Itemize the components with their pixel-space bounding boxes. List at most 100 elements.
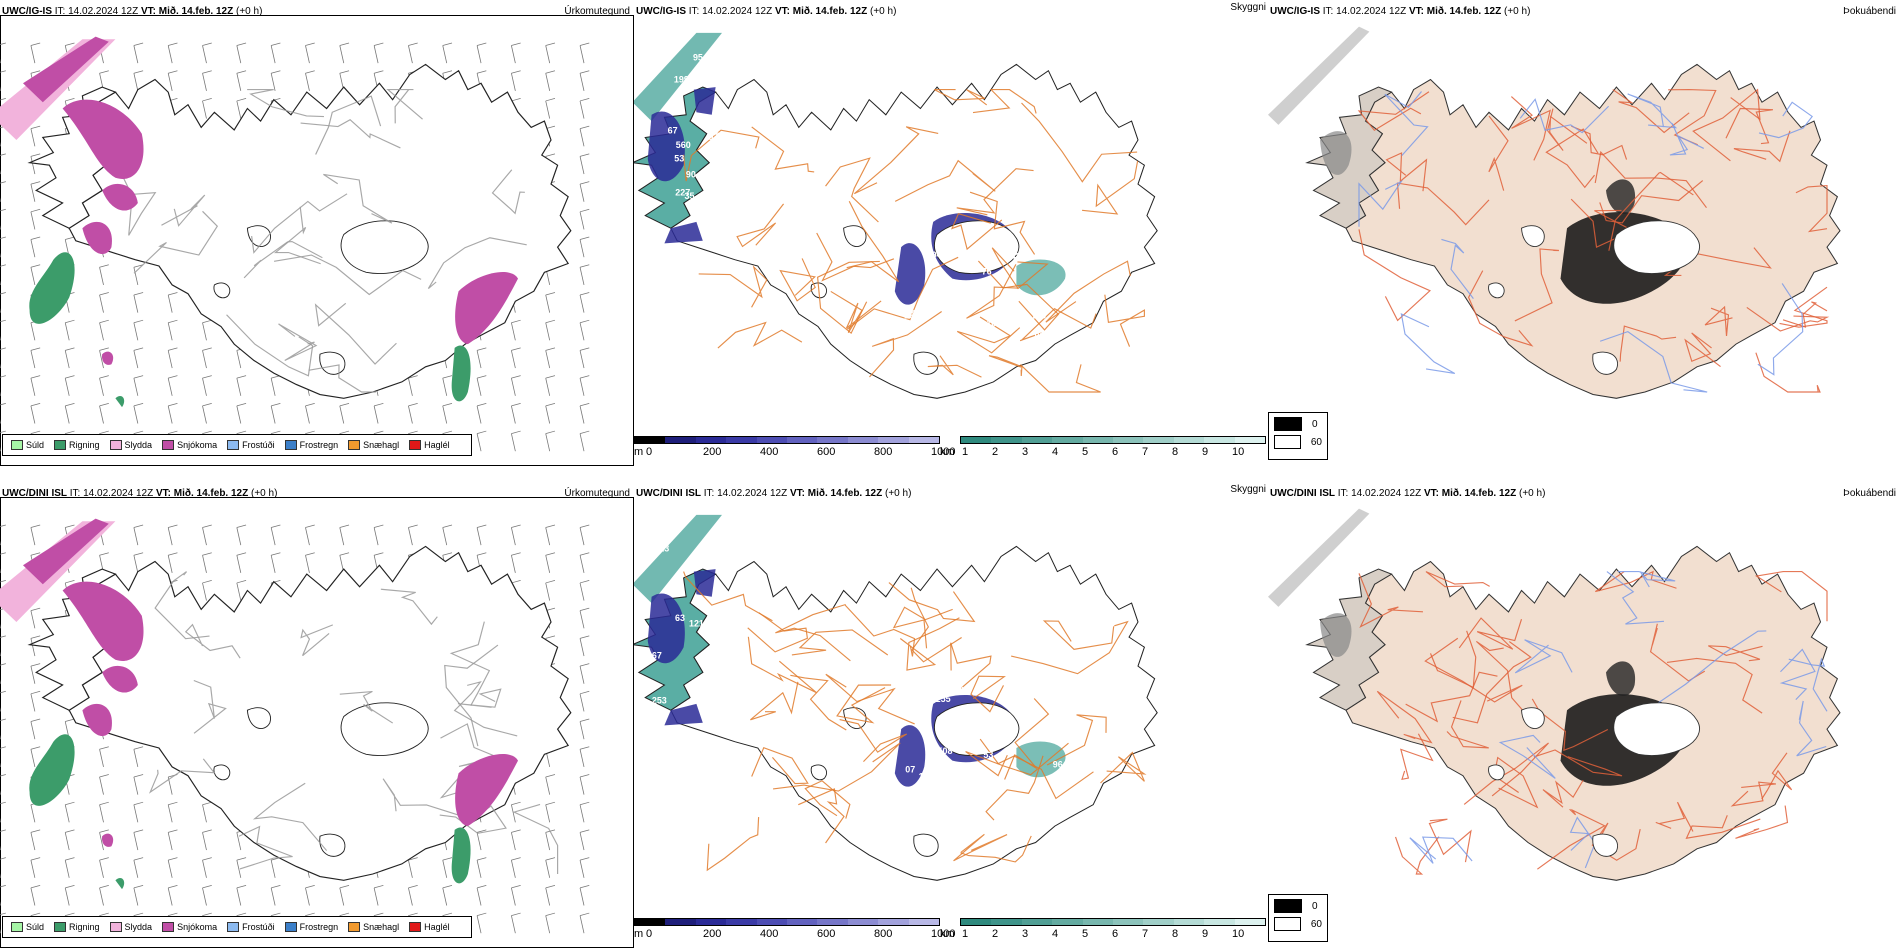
- fog-legend: 0 60: [1268, 412, 1328, 460]
- tick-label: 200: [703, 446, 722, 458]
- tick-label: 800: [874, 446, 893, 458]
- legend-label: Frostúði: [242, 440, 275, 450]
- tick-label: 200: [703, 928, 722, 940]
- fog-indicator-panel: UWC/DINI ISL IT: 14.02.2024 12Z VT: Mið.…: [1268, 482, 1900, 952]
- panel-variable-name: Þokuábendi: [1843, 6, 1896, 17]
- visibility-value-label: 82: [1053, 219, 1063, 229]
- panel-title: UWC/DINI ISL IT: 14.02.2024 12Z VT: Mið.…: [636, 488, 912, 499]
- visibility-value-label: 126: [719, 560, 734, 570]
- tick-label: 10: [1232, 928, 1245, 940]
- visibility-value-label: 63: [675, 613, 685, 623]
- visibility-value-label: 122: [907, 309, 922, 319]
- fog-legend-swatch: [1274, 899, 1302, 913]
- visibility-value-label: 67: [668, 125, 678, 135]
- visibility-value-label: 227: [675, 188, 690, 198]
- tick-label: 800: [874, 928, 893, 940]
- visibility-value-label: 255: [936, 694, 951, 704]
- precip-map: [0, 518, 590, 934]
- legend-swatch: [54, 922, 67, 932]
- visibility-value-label: 100: [948, 290, 963, 300]
- visibility-value-label: 14: [919, 772, 929, 782]
- visibility-value-label: 560: [676, 140, 691, 150]
- visibility-value-label: 360: [655, 49, 670, 59]
- panel-variable-name: Skyggni: [1230, 2, 1266, 13]
- visibility-value-label: 93: [708, 132, 718, 142]
- legend-label: Súld: [26, 440, 45, 450]
- visibility-value-label: 121: [689, 618, 704, 628]
- visibility-value-label: 122: [937, 294, 952, 304]
- panel-title: UWC/IG-IS IT: 14.02.2024 12Z VT: Mið. 14…: [2, 6, 263, 17]
- legend-swatch: [11, 440, 23, 450]
- visibility-value-label: 957: [712, 241, 727, 251]
- legend-item: Snjókoma: [162, 922, 217, 932]
- visibility-value-label: 35: [684, 191, 694, 201]
- tick-label: 2: [992, 446, 999, 458]
- tick-label: 5: [1082, 928, 1089, 940]
- visibility-value-label: 219: [949, 685, 964, 695]
- fog-legend-item: 0: [1274, 417, 1322, 431]
- tick-label: 4: [1052, 446, 1059, 458]
- visibility-value-label: 76: [982, 267, 992, 277]
- precip-type-legend: Súld Rigning Slydda Snjókoma Frostúði Frostre…: [2, 916, 472, 938]
- visibility-value-label: 07: [956, 719, 966, 729]
- visibility-value-label: 53: [983, 750, 993, 760]
- legend-item: Rigning: [54, 922, 100, 932]
- visibility-value-label: 199: [674, 74, 689, 84]
- visibility-value-label: 70: [718, 241, 728, 251]
- tick-label: 7: [1142, 446, 1149, 458]
- visibility-value-label: 53: [674, 153, 684, 163]
- visibility-value-label: 102: [703, 720, 718, 730]
- legend-label: Slydda: [124, 440, 153, 450]
- visibility-value-label: 90: [1034, 331, 1044, 341]
- fog-legend-swatch: [1274, 417, 1302, 431]
- fog-legend-item: 60: [1274, 917, 1322, 931]
- visibility-panel: UWC/DINI ISL IT: 14.02.2024 12Z VT: Mið.…: [634, 482, 1268, 952]
- visibility-value-label: 253: [652, 696, 667, 706]
- fog-legend-label: 60: [1310, 436, 1322, 448]
- legend-item: Slydda: [109, 922, 152, 932]
- tick-label: 1: [962, 446, 969, 458]
- visibility-value-label: 121: [1012, 679, 1027, 689]
- visibility-value-label: 96: [1053, 760, 1063, 770]
- visibility-meters-ticks: m 0 200 400 600 800 1000: [634, 446, 955, 460]
- legend-item: Haglél: [409, 440, 450, 450]
- tick-label: 400: [760, 928, 779, 940]
- tick-label: 8: [1172, 446, 1179, 458]
- tick-label: 5: [1082, 446, 1089, 458]
- visibility-value-label: 95: [693, 53, 703, 63]
- legend-swatch: [348, 440, 361, 450]
- tick-label: 9: [1202, 446, 1209, 458]
- legend-label: Frostregn: [299, 922, 339, 932]
- unit-label: m: [634, 446, 644, 458]
- visibility-value-label: 42: [1006, 309, 1016, 319]
- tick-label: 6: [1112, 446, 1119, 458]
- visibility-value-label: 105: [986, 319, 1001, 329]
- fog-legend-item: 0: [1274, 899, 1322, 913]
- panel-variable-name: Úrkomutegund: [564, 6, 630, 17]
- tick-label: 1: [962, 928, 969, 940]
- legend-swatch: [11, 922, 23, 932]
- panel-title: UWC/IG-IS IT: 14.02.2024 12Z VT: Mið. 14…: [636, 6, 897, 17]
- legend-label: Rigning: [69, 922, 100, 932]
- tick-label: 6: [1112, 928, 1119, 940]
- legend-swatch: [227, 922, 240, 932]
- fog-indicator-panel: UWC/IG-IS IT: 14.02.2024 12Z VT: Mið. 14…: [1268, 0, 1900, 470]
- tick-label: 9: [1202, 928, 1209, 940]
- legend-label: Snjókoma: [177, 922, 218, 932]
- legend-swatch: [109, 922, 122, 932]
- tick-label: 10: [1232, 446, 1245, 458]
- visibility-value-label: 93: [1056, 243, 1066, 253]
- panel-title: UWC/DINI ISL IT: 14.02.2024 12Z VT: Mið.…: [1270, 488, 1546, 499]
- tick-label: 0: [646, 446, 653, 458]
- legend-label: Frostregn: [299, 440, 339, 450]
- fog-legend-label: 0: [1312, 900, 1318, 912]
- legend-label: Haglél: [424, 922, 450, 932]
- legend-swatch: [284, 440, 297, 450]
- fog-legend-label: 60: [1310, 918, 1322, 930]
- visibility-km-ticks: km 1 2 3 4 5 6 7 8 9 10: [940, 928, 1266, 942]
- visibility-km-ticks: km 1 2 3 4 5 6 7 8 9 10: [940, 446, 1266, 460]
- legend-label: Haglél: [424, 440, 450, 450]
- visibility-value-label: 508: [938, 746, 953, 756]
- legend-label: Frostúði: [242, 922, 275, 932]
- tick-label: 600: [817, 446, 836, 458]
